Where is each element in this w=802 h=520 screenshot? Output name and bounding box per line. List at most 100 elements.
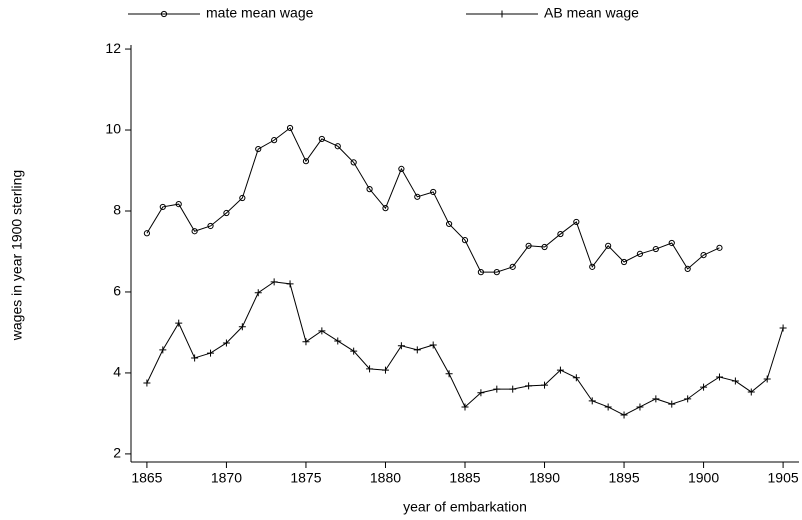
series-line [146,281,784,416]
legend-marker [160,10,168,18]
legend-marker [498,10,506,18]
point [223,209,230,217]
point [604,403,612,411]
point [381,366,389,374]
point [143,230,151,237]
point [636,250,644,258]
y-tick-label: 8 [113,202,121,218]
point [620,258,628,266]
point [588,397,596,405]
x-tick-label: 1875 [290,470,321,486]
point [143,379,151,387]
point [382,205,389,212]
point [747,388,755,396]
x-axis-label: year of embarkation [403,499,527,515]
point [334,143,341,150]
point [652,395,660,403]
point [763,375,771,383]
point [445,220,453,228]
point [541,243,548,251]
point [318,327,326,335]
point [779,324,787,332]
legend-label: mate mean wage [206,5,314,21]
point [715,373,723,381]
point [461,237,469,244]
point [302,158,310,165]
x-tick-label: 1895 [608,470,639,486]
point [302,338,310,346]
y-tick-label: 12 [105,40,121,56]
point [255,145,262,153]
point [636,403,644,411]
point [366,365,374,373]
x-tick-label: 1870 [211,470,242,486]
point [175,201,182,208]
point [700,383,708,391]
y-tick-label: 6 [113,283,121,299]
point [350,159,357,166]
point [525,242,532,249]
point [414,193,421,200]
point [668,239,675,247]
point [207,222,214,230]
point [461,403,469,411]
point [271,137,278,144]
point [573,218,580,226]
point [191,228,198,235]
x-tick-label: 1905 [768,470,799,486]
series-line [146,127,720,273]
point [652,245,659,253]
point [239,194,246,202]
point [684,265,691,272]
point [366,186,373,193]
y-axis-label: wages in year 1900 sterling [9,170,25,341]
point [398,165,405,172]
point [477,389,485,397]
point [397,342,405,350]
point [334,337,342,345]
x-tick-label: 1885 [449,470,480,486]
point [430,188,437,196]
point [238,323,246,331]
point [493,269,500,276]
point [684,395,692,403]
point [429,341,437,349]
x-tick-label: 1880 [370,470,401,486]
point [286,124,294,132]
legend-label: AB mean wage [544,5,639,21]
point [525,382,533,390]
point [493,385,501,393]
x-tick-label: 1865 [131,470,162,486]
y-tick-label: 4 [113,364,121,380]
y-tick-label: 2 [113,445,121,461]
point [731,377,739,385]
point [191,354,199,362]
point [350,347,358,355]
point [700,252,707,259]
y-tick-label: 10 [105,121,121,137]
point [175,319,183,327]
point [509,385,517,393]
point [716,244,723,251]
point [286,280,294,288]
x-tick-label: 1900 [688,470,719,486]
point [477,269,485,276]
point [589,263,596,270]
point [605,242,612,249]
x-tick-label: 1890 [529,470,560,486]
point [445,370,453,378]
point [159,203,166,211]
point [159,346,167,354]
point [270,278,278,286]
point [413,346,421,354]
point [207,349,215,357]
point [668,400,676,408]
point [572,374,580,382]
point [222,339,230,347]
point [620,411,628,419]
point [318,135,325,143]
point [541,381,549,389]
point [254,289,262,297]
